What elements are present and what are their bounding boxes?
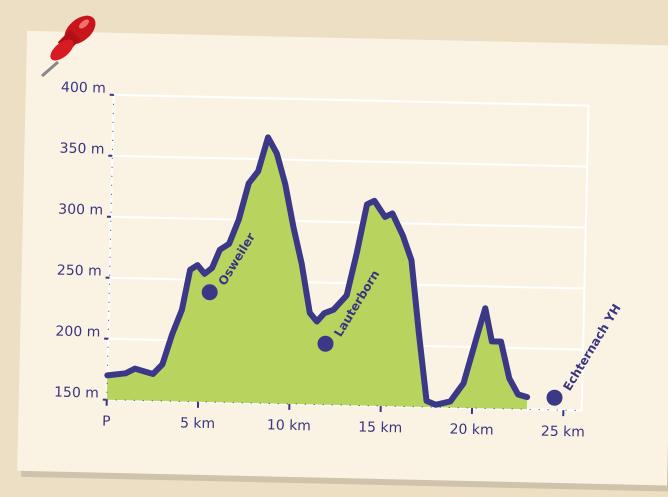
note: 150 m 200 m 250 m 300 m 350 m 400 m P 5 km 10 km… — [17, 30, 668, 492]
x-tick-label: 20 km — [449, 422, 493, 439]
x-tick-label: 5 km — [180, 415, 215, 432]
y-tick-label: 300 m — [58, 202, 103, 219]
grid-line — [112, 154, 588, 168]
pushpin — [41, 15, 96, 78]
plot: 150 m 200 m 250 m 300 m 350 m 400 m P 5 km 10 km… — [54, 80, 624, 441]
y-tick-label: 200 m — [55, 324, 100, 341]
y-tick-label: 150 m — [54, 385, 99, 402]
y-tick-label: 250 m — [57, 263, 102, 280]
x-tick-label: 10 km — [267, 417, 311, 434]
annotation-point — [546, 389, 563, 406]
x-tick-label: 15 km — [358, 419, 402, 436]
x-tick-label: P — [102, 414, 111, 430]
annotation-point — [317, 335, 334, 352]
x-tick-label: 25 km — [541, 424, 585, 441]
annotation-point — [201, 284, 218, 301]
grid-line — [110, 215, 586, 229]
grid-line — [113, 93, 589, 107]
area — [106, 137, 528, 410]
y-tick-label: 350 m — [59, 141, 104, 158]
y-tick-label: 400 m — [61, 80, 106, 97]
line — [104, 134, 531, 408]
